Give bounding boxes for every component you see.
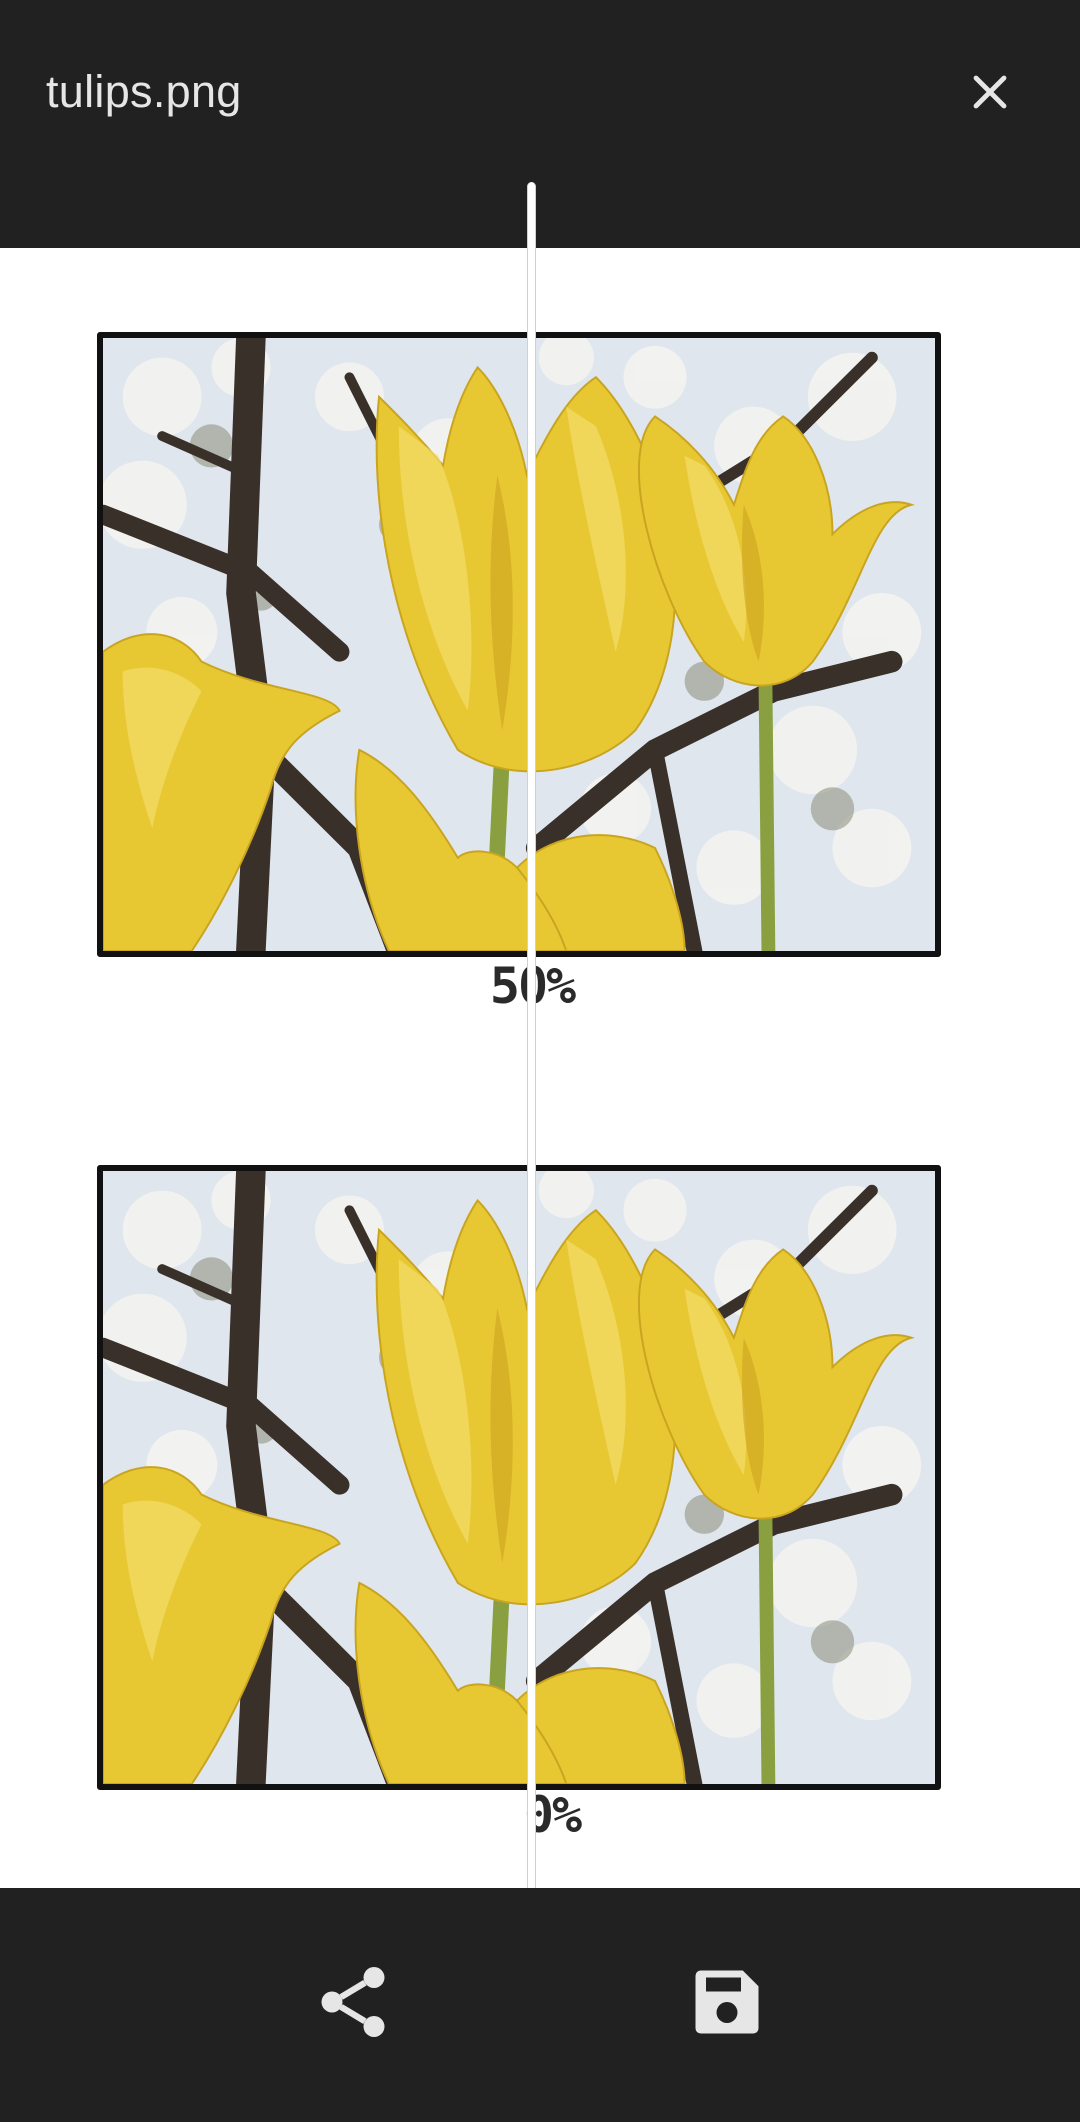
share-icon (321, 1967, 385, 2037)
file-title: tulips.png (46, 66, 242, 117)
original-image-preview (97, 1165, 941, 1790)
tulips-photo (103, 1171, 935, 1784)
bottom-action-bar (0, 1888, 1080, 2122)
compressed-image-preview (97, 332, 941, 957)
bottom-quality-label: 0% (523, 1786, 582, 1844)
save-button[interactable] (677, 1952, 777, 2052)
tulips-photo (103, 338, 935, 951)
top-app-bar: tulips.png (0, 0, 1080, 248)
close-button[interactable] (950, 52, 1030, 132)
comparison-divider-handle[interactable] (527, 182, 536, 1896)
share-button[interactable] (303, 1952, 403, 2052)
close-icon (973, 75, 1007, 109)
save-icon (695, 1970, 759, 2034)
